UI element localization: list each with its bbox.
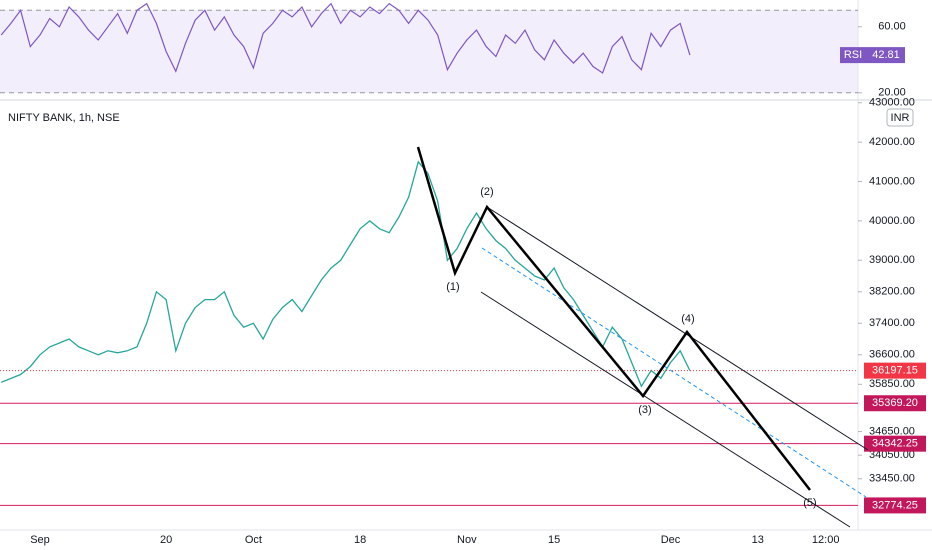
- wave-label: (3): [638, 404, 651, 416]
- level-label: 32774.25: [872, 499, 918, 511]
- y-tick-label: 42000.00: [869, 136, 915, 148]
- currency-label: INR: [891, 112, 910, 124]
- x-tick-label: Nov: [457, 534, 477, 546]
- y-tick-label: 43000.00: [869, 97, 915, 109]
- y-tick-label: 36600.00: [869, 349, 915, 361]
- y-tick-label: 41000.00: [869, 175, 915, 187]
- last-price-box: [864, 362, 926, 379]
- x-tick-label: 13: [752, 534, 764, 546]
- level-label: 34342.25: [872, 438, 918, 450]
- rsi-band-fill: [0, 10, 858, 93]
- wave-path: [416, 146, 811, 491]
- x-tick-label: Dec: [661, 534, 681, 546]
- data-line: [0, 160, 691, 388]
- channel-upper: [486, 206, 869, 451]
- level-label: 35369.20: [872, 397, 918, 409]
- value-box: [867, 47, 905, 64]
- last-price-label: 36197.15: [872, 365, 918, 377]
- y-tick-label: 35850.00: [869, 378, 915, 390]
- elliott-drawing: (1) (2) (3) (4) (5): [416, 146, 869, 528]
- y-tick-label: 40000.00: [869, 215, 915, 227]
- y-tick-label: 60.00: [878, 21, 906, 33]
- x-tick-label: 12:00: [812, 534, 840, 546]
- channel-lower: [480, 291, 851, 528]
- level-box: [864, 395, 926, 412]
- y-tick-label: 39000.00: [869, 254, 915, 266]
- currency-button[interactable]: [886, 108, 914, 127]
- wave-label: (2): [480, 186, 493, 198]
- x-tick-label: 18: [354, 534, 366, 546]
- wave-label: (5): [803, 497, 816, 509]
- x-tick-label: Oct: [245, 534, 262, 546]
- wave-label: (1): [446, 281, 459, 293]
- y-tick-label: 34650.00: [869, 425, 915, 437]
- last-value: 42.81: [872, 49, 900, 61]
- symbol-title: NIFTY BANK, 1h, NSE: [8, 112, 120, 124]
- x-tick-label: 15: [548, 534, 560, 546]
- level-box: [864, 497, 926, 514]
- legend-name: RSI: [844, 49, 862, 61]
- data-line: [0, 2, 691, 74]
- level-box: [864, 435, 926, 452]
- y-tick-label: 33450.00: [869, 473, 915, 485]
- x-tick-label: Sep: [30, 534, 50, 546]
- y-tick-label: 34050.00: [869, 449, 915, 461]
- y-tick-label: 38200.00: [869, 286, 915, 298]
- price-pane: 43000.00 42000.00 41000.00 40000.00 39000.00…: [0, 97, 926, 546]
- wave-label: (4): [681, 313, 694, 325]
- y-tick-label: 37400.00: [869, 317, 915, 329]
- x-tick-label: 20: [160, 534, 172, 546]
- y-tick-label: 20.00: [878, 87, 906, 99]
- legend-box: [840, 47, 867, 64]
- rsi-pane: 60.00 20.00 RSI 42.81: [0, 2, 906, 99]
- channel-mid: [481, 247, 867, 498]
